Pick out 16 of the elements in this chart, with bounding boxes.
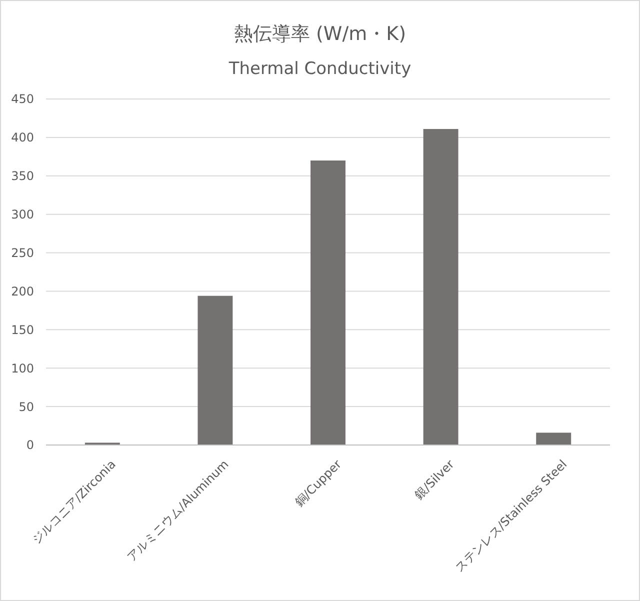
chart-title: 熱伝導率 (W/m・K) (234, 23, 406, 45)
y-tick-label: 350 (11, 169, 34, 184)
y-tick-label: 0 (26, 438, 34, 452)
bar (423, 128, 458, 445)
y-tick-label: 250 (11, 246, 34, 260)
bar (198, 296, 233, 445)
bar (310, 160, 346, 445)
y-tick-label: 300 (11, 208, 34, 222)
y-tick-label: 100 (11, 361, 34, 376)
y-tick-label: 200 (11, 284, 34, 298)
bar (536, 432, 572, 445)
y-tick-label: 150 (11, 322, 34, 337)
chart-subtitle: Thermal Conductivity (228, 59, 412, 79)
y-tick-label: 50 (18, 400, 34, 414)
y-tick-label: 450 (11, 92, 34, 106)
y-tick-label: 400 (11, 130, 34, 145)
